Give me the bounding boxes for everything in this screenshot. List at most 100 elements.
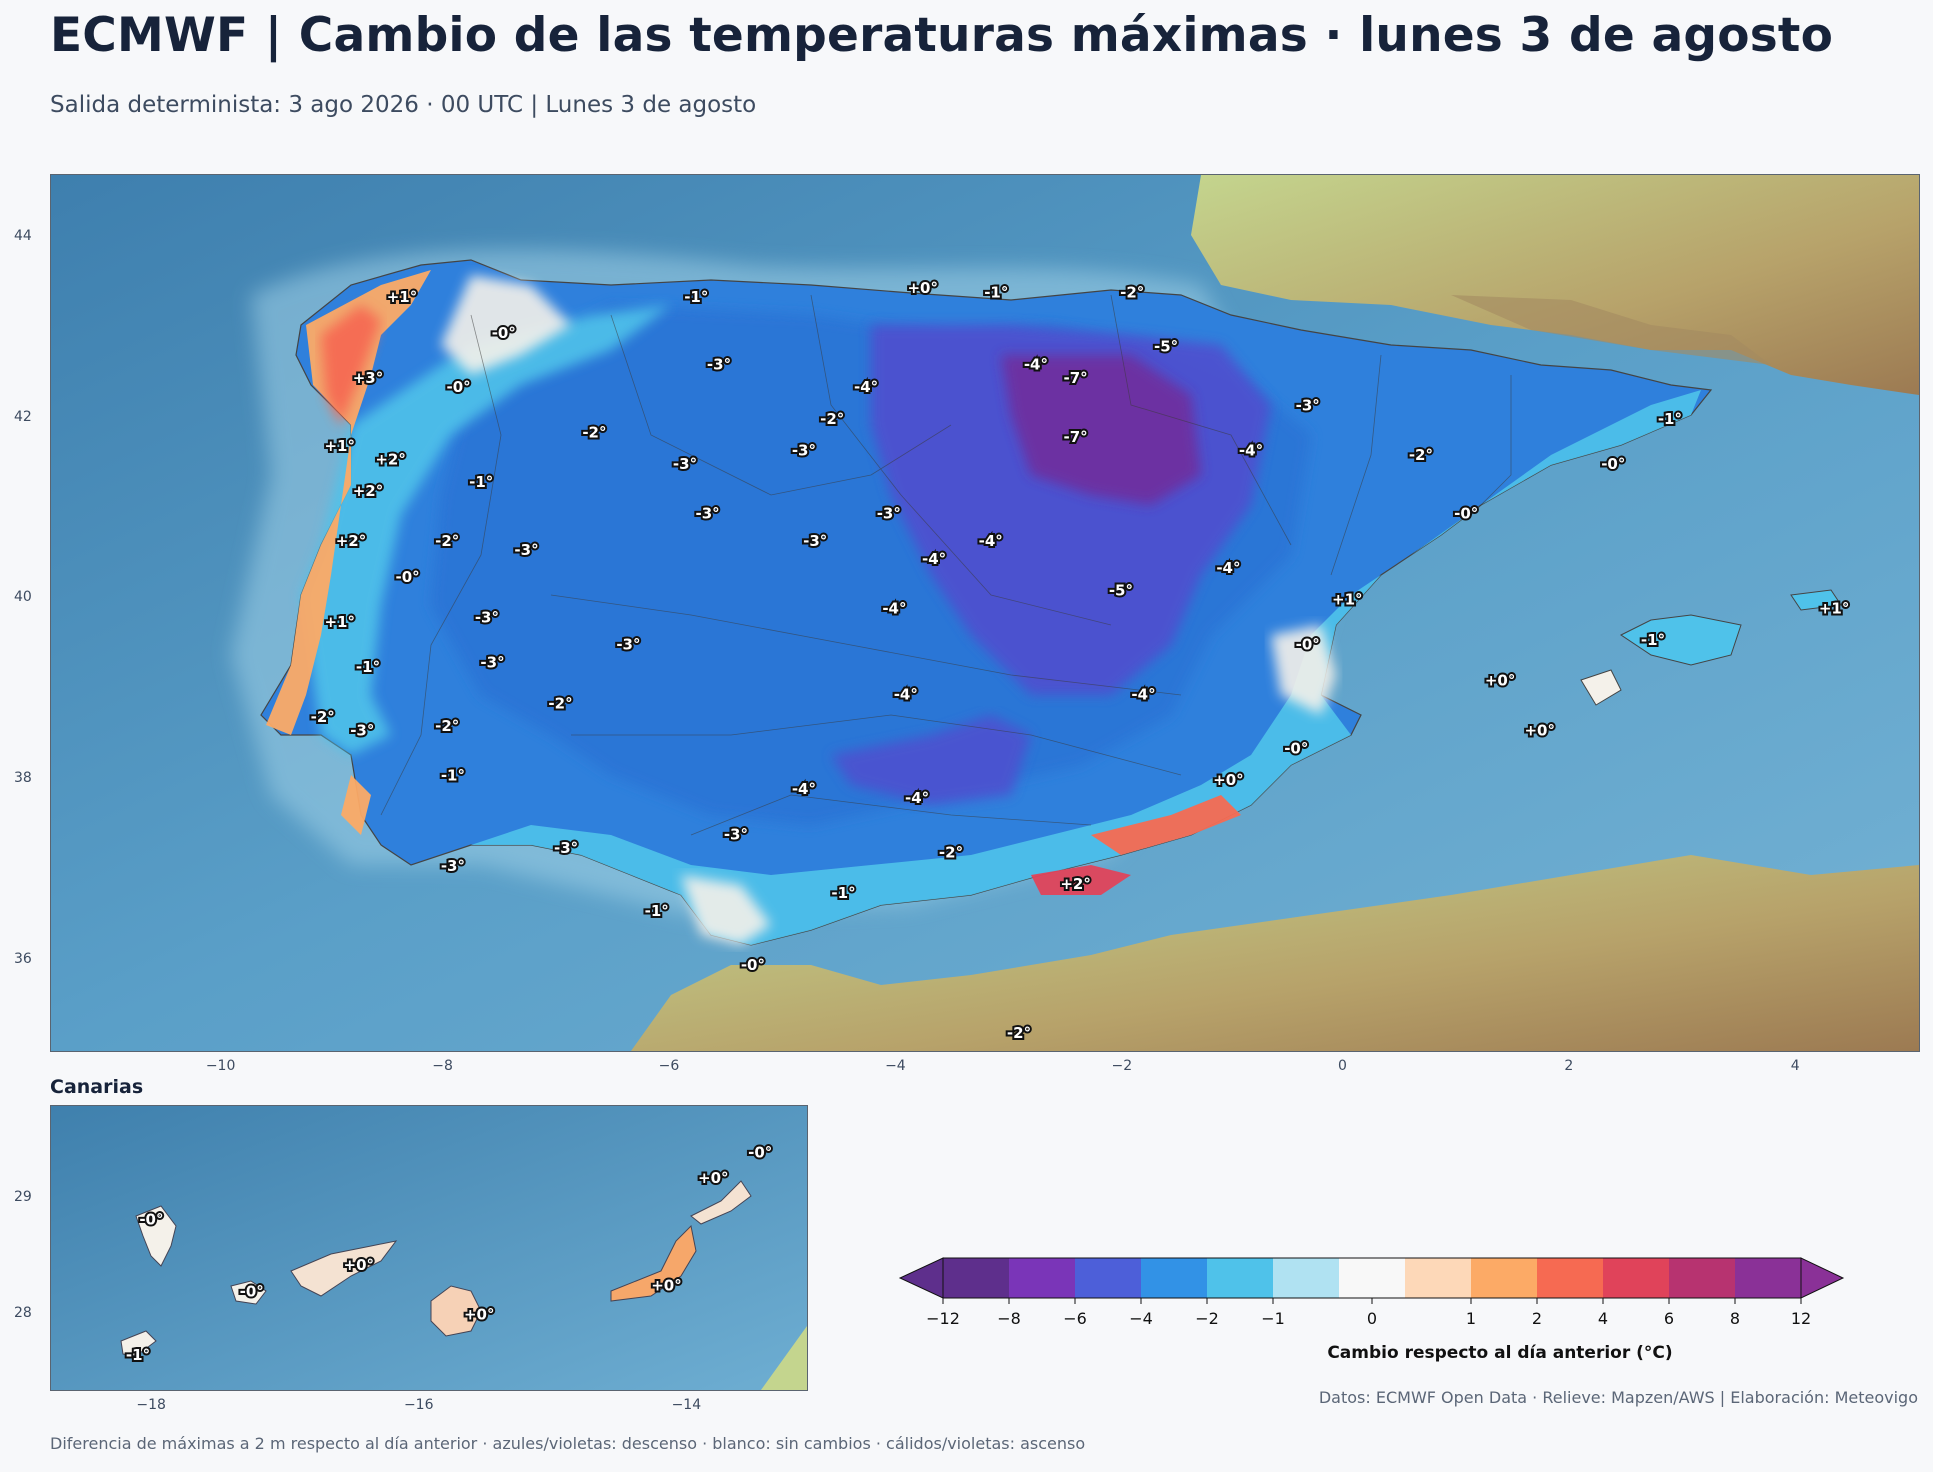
y-tick-label: 36: [14, 950, 32, 967]
y-tick-label: 28: [14, 1304, 32, 1321]
main-temp-label: -2°: [1007, 1024, 1031, 1042]
colorbar-tick-label: 4: [1598, 1309, 1608, 1328]
main-temp-label: -3°: [1296, 396, 1320, 414]
colorbar-swatch: [1339, 1258, 1405, 1298]
inset-temp-label: -0°: [139, 1211, 163, 1229]
main-map-labels: +1° -0° -1° +0° -1° -2° +3° -0° -3° -4° -4° -7° -5° -…: [309, 277, 1852, 1044]
main-temp-label: +1°: [1332, 591, 1363, 609]
neutral-zone-valencia: [1271, 625, 1336, 715]
main-temp-label: +2°: [353, 482, 384, 500]
mallorca: [1620, 614, 1742, 666]
main-temp-label: -3°: [724, 825, 748, 843]
inset-temp-label: +0°: [464, 1306, 495, 1324]
main-temp-label: -1°: [1641, 631, 1665, 649]
colorbar: −12 −8 −6 −4 −2 −1 0 1 2 4 6 8 12: [898, 1257, 1845, 1328]
inset-temp-label: -1°: [126, 1346, 150, 1364]
main-temp-label: -1°: [984, 283, 1008, 301]
la-gomera: [230, 1280, 267, 1305]
main-map-canvas: +1° -0° -1° +0° -1° -2° +3° -0° -3° -4° -4° -7° -5° -…: [51, 175, 1919, 1051]
main-temp-label: -0°: [492, 324, 516, 342]
y-tick-label: 40: [14, 589, 32, 606]
x-tick-label: −8: [432, 1058, 453, 1074]
main-temp-label: -2°: [1120, 283, 1144, 301]
colorbar-tick-label: 1: [1466, 1309, 1476, 1328]
x-tick-label: −6: [658, 1058, 680, 1074]
fuerteventura: [610, 1224, 697, 1302]
colorbar-swatch: [1603, 1258, 1669, 1298]
mild-cooling-west: [301, 305, 671, 755]
colorbar-extend-low: [898, 1257, 944, 1299]
colorbar-tick-label: 0: [1367, 1309, 1377, 1328]
x-tick-label: −10: [205, 1058, 236, 1074]
main-temp-label: +2°: [1060, 875, 1091, 893]
main-temp-label: -4°: [1131, 685, 1155, 703]
main-temp-label: -0°: [447, 378, 471, 396]
max-cooling-zone: [1001, 355, 1201, 505]
x-tick-label: −14: [671, 1397, 702, 1413]
colorbar-tick-label: −8: [997, 1309, 1021, 1328]
inset-map-labels: -0° +0° -0° +0° -1° +0° +0° -0°: [124, 1141, 774, 1366]
inset-temp-label: +0°: [651, 1277, 682, 1295]
y-tick-label: 29: [14, 1188, 32, 1205]
colorbar-swatch: [943, 1258, 1009, 1298]
main-temp-label: -0°: [1296, 636, 1320, 654]
main-temp-label: -3°: [480, 654, 504, 672]
main-temp-label: -3°: [707, 356, 731, 374]
warming-algarve: [341, 775, 371, 835]
strong-warming-galicia: [321, 305, 381, 425]
main-temp-label: +0°: [1213, 771, 1244, 789]
colorbar-swatch: [1735, 1258, 1801, 1298]
colorbar-swatch: [1405, 1258, 1471, 1298]
colorbar-tick-label: 6: [1664, 1309, 1674, 1328]
y-tick-label: 42: [14, 408, 32, 425]
main-temp-label: -4°: [894, 685, 918, 703]
main-temp-label: -1°: [684, 288, 708, 306]
main-temp-label: -2°: [1409, 446, 1433, 464]
colorbar-swatch: [1669, 1258, 1735, 1298]
x-tick-label: 2: [1564, 1058, 1574, 1074]
inset-map-canvas: -0° +0° -0° +0° -1° +0° +0° -0°: [51, 1106, 807, 1390]
colorbar-swatches: [898, 1257, 1845, 1299]
inset-africa-land: [761, 1326, 807, 1390]
x-tick-label: −18: [136, 1397, 166, 1413]
main-temp-label: -1°: [831, 884, 855, 902]
page-subtitle: Salida determinista: 3 ago 2026 · 00 UTC…: [50, 92, 757, 118]
colorbar-tick-label: −6: [1063, 1309, 1087, 1328]
canarias-inset-map[interactable]: -0° +0° -0° +0° -1° +0° +0° -0°: [50, 1105, 808, 1391]
main-temp-label: -1°: [441, 767, 465, 785]
warming-murcia: [1091, 795, 1241, 855]
x-tick-label: 0: [1337, 1058, 1347, 1074]
main-temp-label: -1°: [1658, 410, 1682, 428]
x-tick-label: −2: [1111, 1058, 1133, 1074]
colorbar-swatch: [1141, 1258, 1207, 1298]
colorbar-swatch: [1207, 1258, 1273, 1298]
main-temp-label: -0°: [1284, 740, 1308, 758]
main-temp-label: -2°: [311, 708, 335, 726]
y-tick-label: 44: [14, 228, 32, 245]
main-temp-label: -1°: [356, 658, 380, 676]
main-temp-label: -2°: [582, 423, 606, 441]
main-map[interactable]: +1° -0° -1° +0° -1° -2° +3° -0° -3° -4° -4° -7° -5° -…: [50, 174, 1920, 1052]
colorbar-swatch: [1471, 1258, 1537, 1298]
warming-west-coast: [266, 270, 431, 735]
colorbar-tick-label: −4: [1129, 1309, 1153, 1328]
main-temp-label: -4°: [1216, 559, 1240, 577]
main-temp-label: -0°: [1601, 455, 1625, 473]
main-temp-label: -7°: [1064, 369, 1088, 387]
colorbar-tick-label: 8: [1730, 1309, 1740, 1328]
main-temp-label: -4°: [792, 780, 816, 798]
main-temp-label: -2°: [939, 843, 963, 861]
main-temp-label: -4°: [854, 378, 878, 396]
neutral-zone-nw: [441, 275, 571, 375]
colorbar-swatch: [1537, 1258, 1603, 1298]
colorbar-tick-label: −2: [1195, 1309, 1219, 1328]
main-temp-label: -2°: [548, 694, 572, 712]
main-temp-label: -4°: [1239, 441, 1263, 459]
colorbar-extend-high: [1800, 1257, 1845, 1299]
region-borders: [380, 294, 1512, 836]
el-hierro: [120, 1330, 157, 1357]
main-temp-label: +1°: [387, 288, 418, 306]
main-temp-label: -1°: [645, 902, 669, 920]
ibiza: [1580, 669, 1622, 706]
y-tick-label: 38: [14, 770, 32, 787]
